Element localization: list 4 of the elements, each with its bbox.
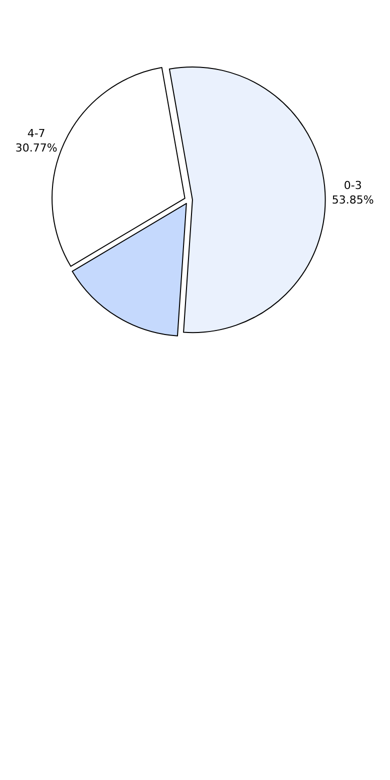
data-label: 30.77% bbox=[15, 141, 58, 154]
slice-label: 0-3 bbox=[344, 178, 362, 192]
data-label: 53.85% bbox=[332, 193, 374, 206]
slice-label: 4-7 bbox=[27, 127, 46, 140]
